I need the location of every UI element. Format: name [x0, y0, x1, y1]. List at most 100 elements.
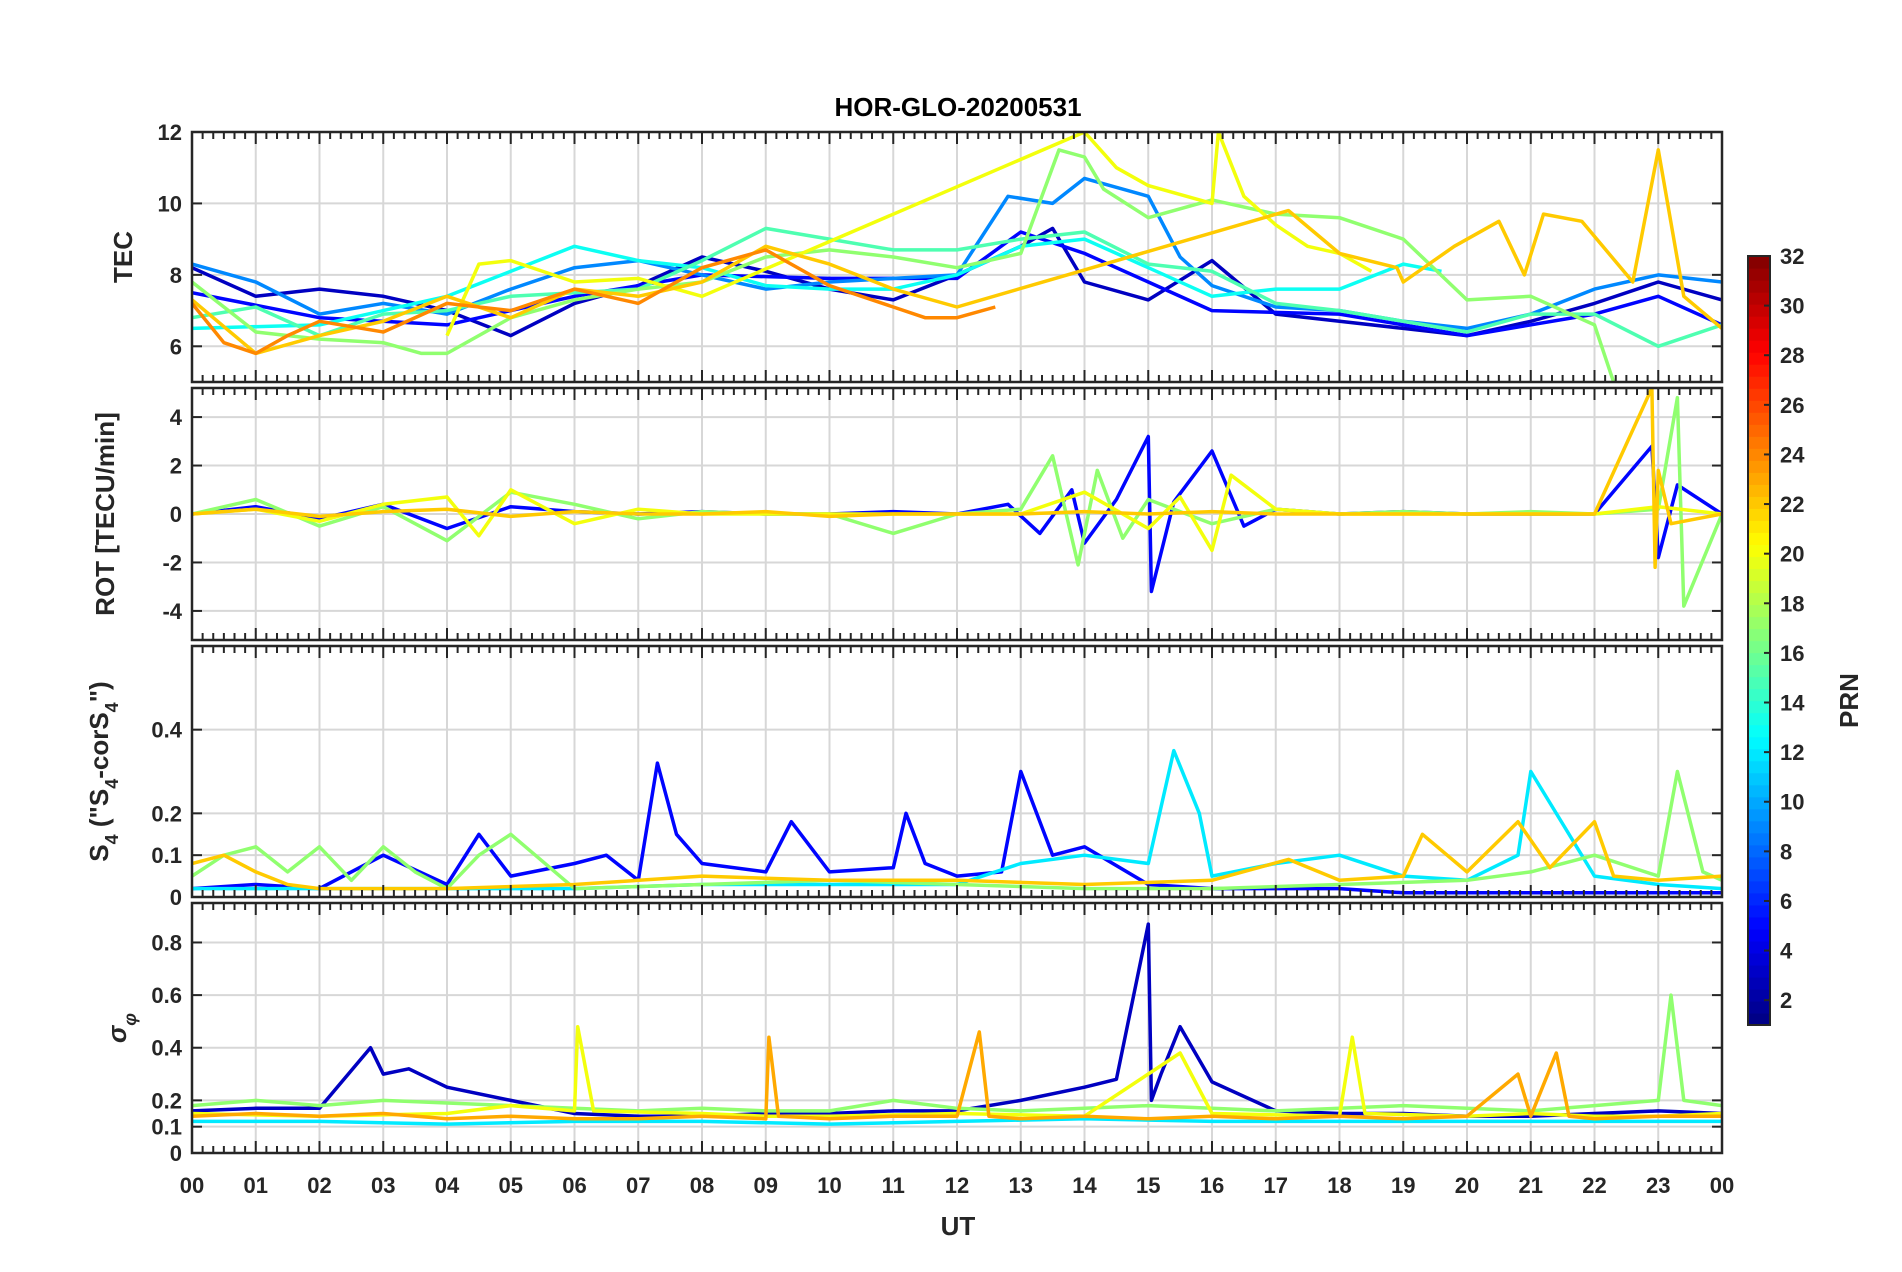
y-tick-label: 0: [170, 885, 182, 910]
y-tick-label: 0.6: [151, 983, 182, 1008]
colorbar-tick-label: 30: [1780, 294, 1804, 319]
colorbar-swatch: [1748, 496, 1770, 509]
colorbar-swatch: [1748, 340, 1770, 353]
colorbar-swatch: [1748, 952, 1770, 966]
series-line-prn-22: [192, 148, 1722, 356]
series-group-sigma: [192, 922, 1722, 1126]
series-group-rot: [192, 388, 1722, 608]
colorbar-tick-label: 10: [1780, 790, 1804, 815]
colorbar-tick-label: 28: [1780, 343, 1804, 368]
colorbar-frame: [1747, 255, 1771, 1026]
colorbar-swatch: [1748, 784, 1770, 798]
colorbar-swatch: [1748, 904, 1770, 918]
colorbar-swatch: [1748, 808, 1770, 822]
colorbar-swatch: [1748, 1012, 1770, 1026]
x-tick-label: 21: [1519, 1173, 1543, 1198]
series-line-prn-17: [192, 395, 1722, 608]
colorbar-swatch: [1748, 652, 1770, 666]
y-tick-label: 2: [170, 454, 182, 479]
x-tick-label: 22: [1582, 1173, 1606, 1198]
colorbar-swatch: [1748, 508, 1770, 521]
colorbar-swatch: [1748, 844, 1770, 858]
x-tick-label: 00: [1710, 1173, 1734, 1198]
colorbar-swatch: [1748, 328, 1770, 341]
colorbar-swatch: [1748, 412, 1770, 425]
colorbar-swatch: [1748, 400, 1770, 413]
colorbar-tick-label: 24: [1780, 442, 1805, 467]
y-tick-label: 12: [158, 120, 182, 145]
colorbar-tick-label: 32: [1780, 244, 1804, 269]
colorbar-swatch: [1748, 580, 1770, 594]
colorbar-swatch: [1748, 988, 1770, 1002]
series-group-tec: [192, 132, 1722, 382]
series-line-prn-20: [192, 1024, 1722, 1118]
y-axis-label-s4: S4 ("S4-corS4"): [84, 681, 122, 861]
colorbar-swatch: [1748, 352, 1770, 365]
colorbar-swatch: [1748, 940, 1770, 954]
colorbar-tick-label: 2: [1780, 988, 1792, 1013]
x-tick-label: 09: [754, 1173, 778, 1198]
y-tick-label: 8: [170, 263, 182, 288]
series-line-prn-15: [192, 226, 1722, 349]
colorbar-swatch: [1748, 436, 1770, 449]
colorbar-tick-label: 22: [1780, 492, 1804, 517]
colorbar-swatch: [1748, 484, 1770, 497]
colorbar-tick-label: 8: [1780, 839, 1792, 864]
colorbar-swatch: [1748, 448, 1770, 461]
colorbar-swatch: [1748, 556, 1770, 570]
series-line-prn-17: [192, 769, 1722, 891]
colorbar-swatch: [1748, 964, 1770, 978]
colorbar-tick-label: 4: [1780, 939, 1793, 964]
series-line-prn-23: [192, 1030, 1722, 1121]
y-tick-label: 0.1: [151, 1115, 182, 1140]
panel-tec: 6 8 10 12 TEC: [108, 120, 1724, 384]
chart-title: HOR-GLO-20200531: [834, 92, 1081, 122]
x-tick-label: 19: [1391, 1173, 1415, 1198]
y-tick-label: -4: [162, 599, 182, 624]
colorbar-swatch: [1748, 640, 1770, 654]
colorbar-swatch: [1748, 316, 1770, 329]
colorbar-swatch: [1748, 568, 1770, 582]
colorbar-swatch: [1748, 796, 1770, 810]
x-tick-label: 23: [1646, 1173, 1670, 1198]
colorbar-swatch: [1748, 748, 1770, 762]
colorbar-swatch: [1748, 256, 1770, 269]
x-tick-label: 13: [1009, 1173, 1033, 1198]
y-tick-label: 10: [158, 191, 182, 216]
colorbar-swatch: [1748, 532, 1770, 545]
x-tick-label: 08: [690, 1173, 714, 1198]
colorbar-swatch: [1748, 736, 1770, 750]
axes-box-tec: [190, 130, 1724, 384]
colorbar-swatch: [1748, 700, 1770, 714]
x-tick-label: 02: [307, 1173, 331, 1198]
x-tick-label: 00: [180, 1173, 204, 1198]
panel-s4: 0 0.1 0.2 0.4 S4 ("S4-corS4"): [84, 644, 1724, 910]
colorbar-swatch: [1748, 712, 1770, 726]
colorbar-swatch: [1748, 544, 1770, 557]
colorbar-swatch: [1748, 364, 1770, 377]
y-tick-label: 0: [170, 1141, 182, 1166]
y-tick-label: 0.4: [151, 1036, 182, 1061]
y-tick-label: -2: [162, 550, 182, 575]
colorbar-swatch: [1748, 1000, 1770, 1014]
axes-box-sigma: [190, 901, 1724, 1155]
colorbar-swatch: [1748, 676, 1770, 690]
x-tick-labels: 00 01 02 03 04 05 06 07 08 09 10 11 12 13 14 15 16 17 18 19…: [180, 1173, 1734, 1198]
series-line-prn-22: [192, 388, 1722, 570]
x-tick-label: 18: [1327, 1173, 1351, 1198]
colorbar-swatch: [1748, 472, 1770, 485]
colorbar-tick-label: 20: [1780, 542, 1804, 567]
y-tick-label: 0.1: [151, 843, 182, 868]
y-axis-label-tec: TEC: [108, 231, 138, 283]
colorbar-tick-label: 16: [1780, 641, 1804, 666]
colorbar-swatch: [1748, 880, 1770, 894]
colorbar-swatch: [1748, 868, 1770, 882]
x-tick-label: 14: [1072, 1173, 1097, 1198]
colorbar-swatch: [1748, 292, 1770, 305]
colorbar-tick-label: 12: [1780, 740, 1804, 765]
colorbar-swatch: [1748, 928, 1770, 942]
colorbar-label: PRN: [1834, 673, 1864, 728]
series-line-prn-22: [192, 819, 1722, 891]
